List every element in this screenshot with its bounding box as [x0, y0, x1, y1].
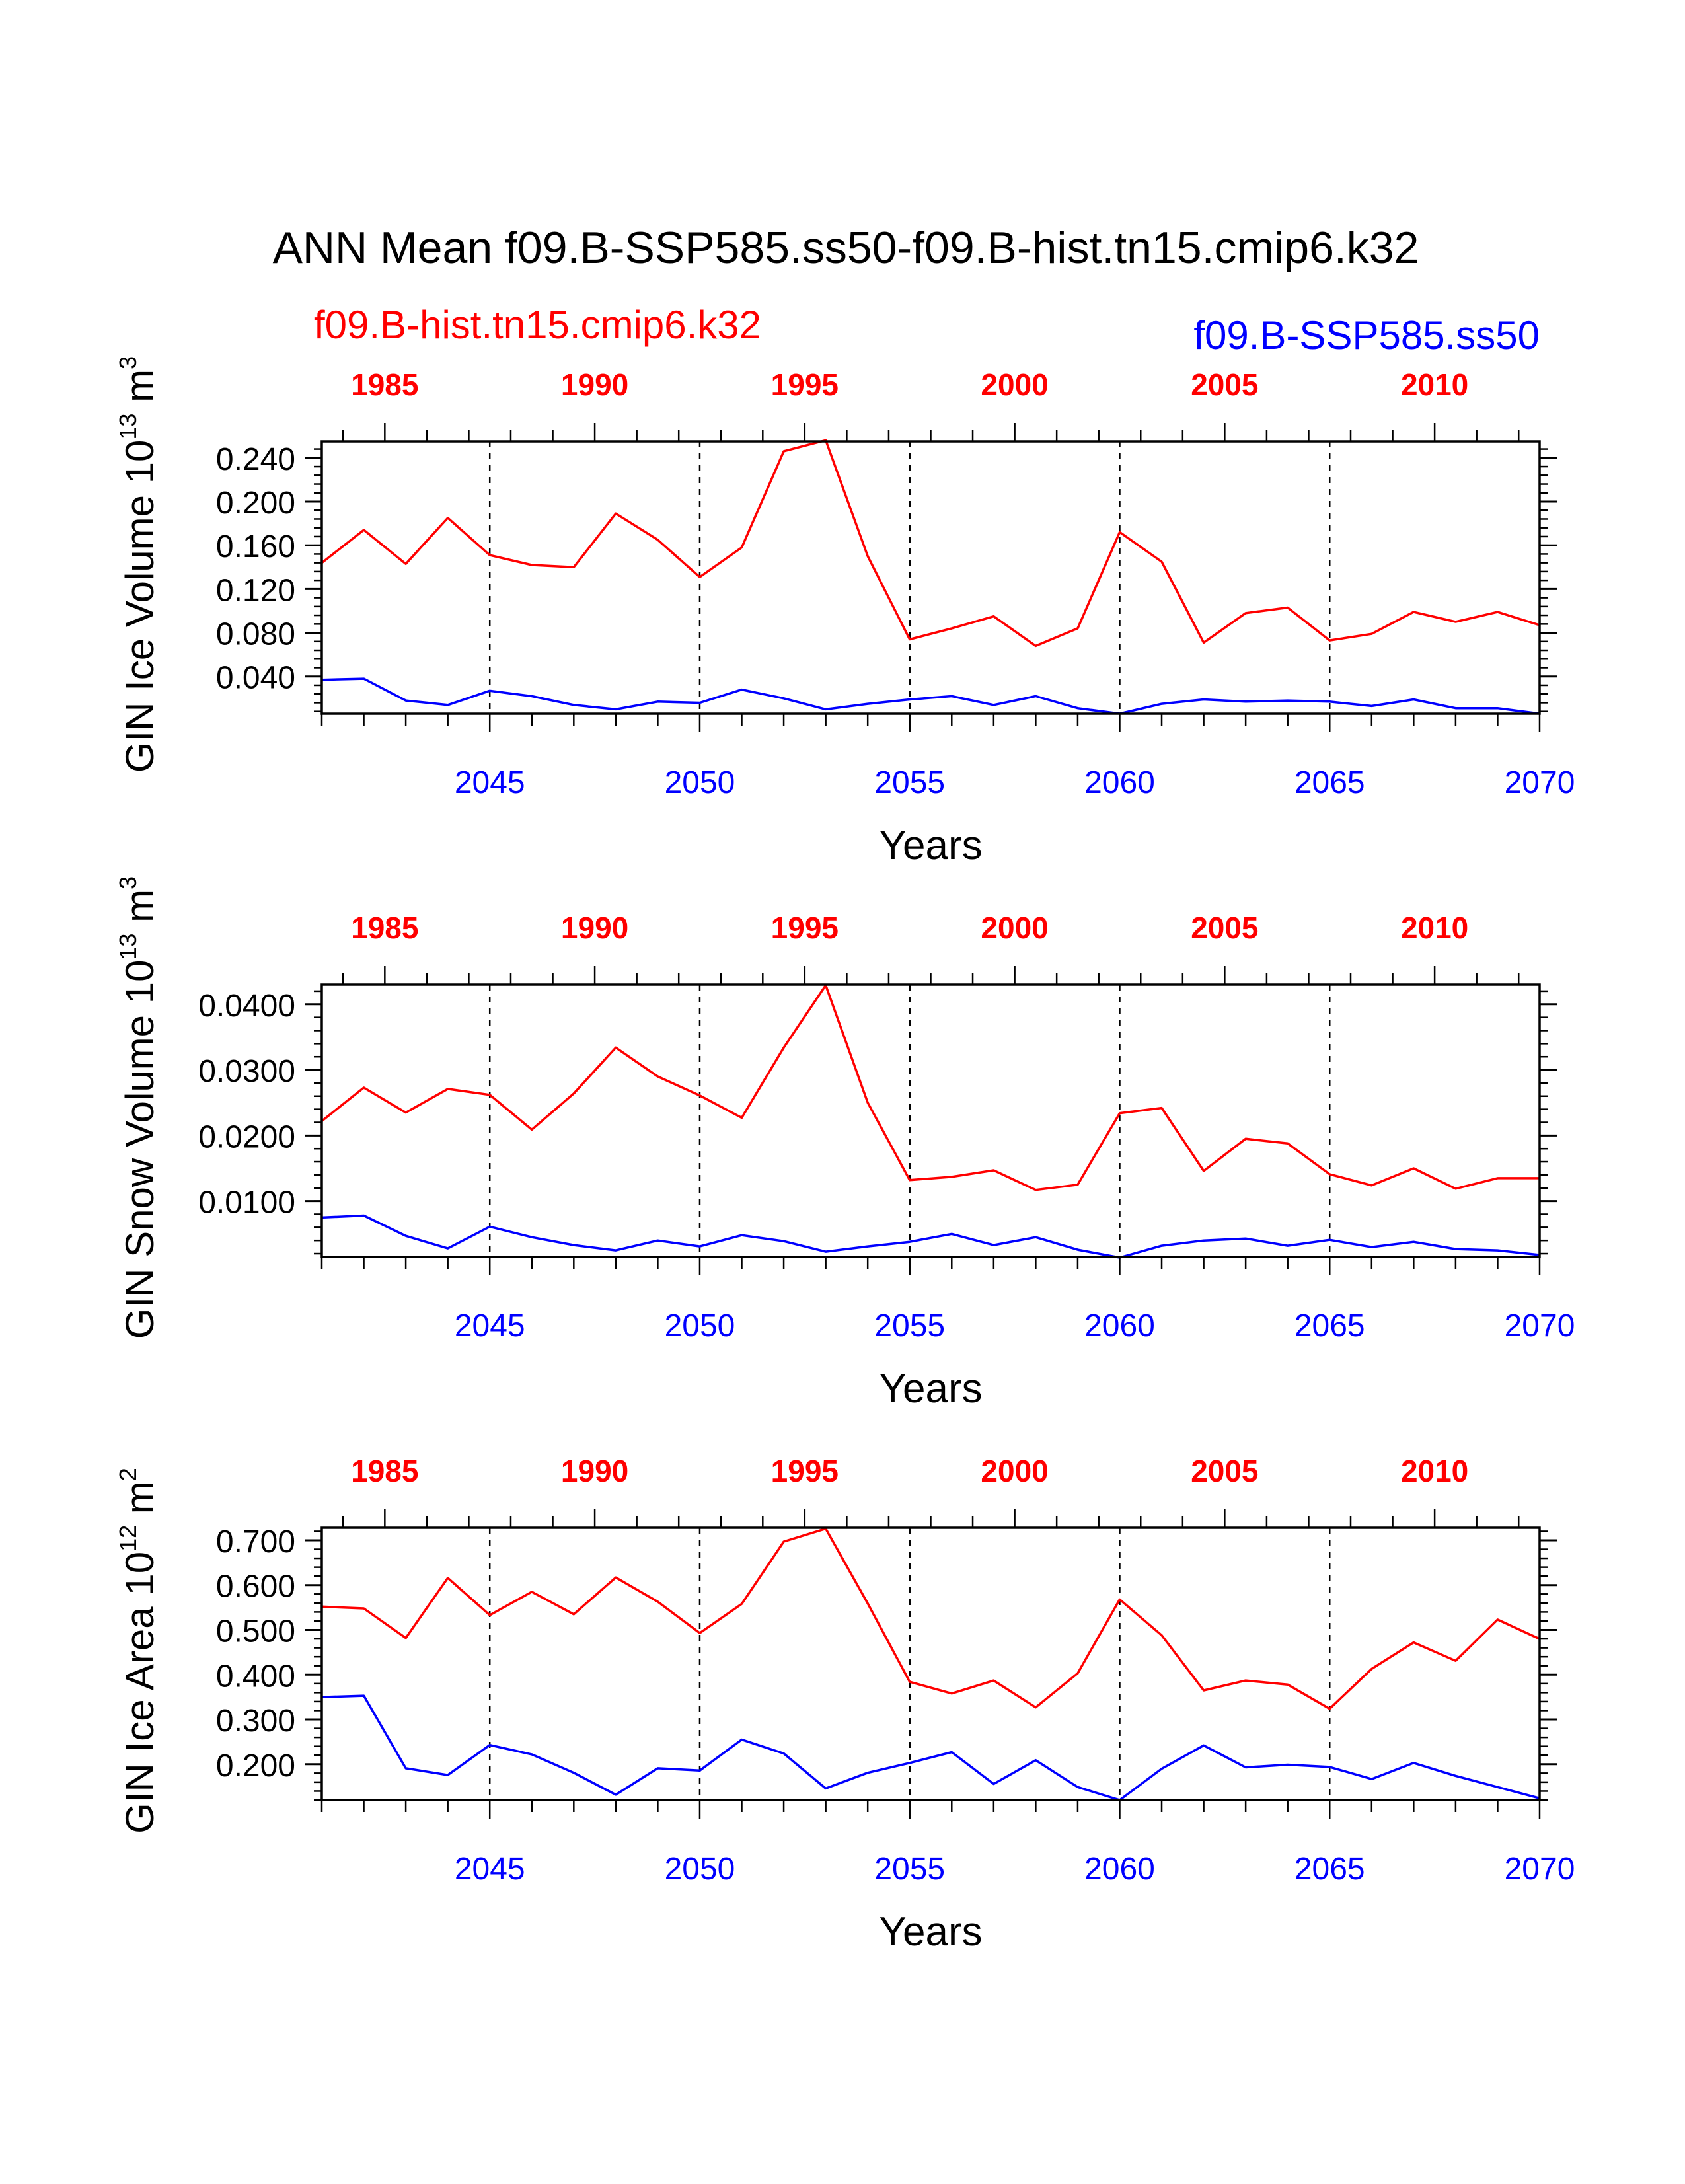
y-axis-label: GIN Ice Volume 1013 m3 — [114, 356, 162, 772]
x-bottom-tick-label: 2065 — [1294, 1308, 1365, 1343]
x-bottom-tick-label: 2055 — [874, 1852, 945, 1887]
x-bottom-tick-label: 2070 — [1505, 765, 1575, 800]
series-line-ssp585 — [322, 1696, 1540, 1800]
x-axis-label: Years — [879, 1366, 982, 1412]
x-bottom-tick-label: 2065 — [1294, 1852, 1365, 1887]
x-top-tick-label: 2000 — [981, 1454, 1048, 1488]
x-bottom-tick-label: 2045 — [455, 1852, 525, 1887]
x-top-tick-label: 1995 — [771, 911, 839, 945]
x-bottom-tick-label: 2060 — [1084, 1852, 1155, 1887]
x-axis-label: Years — [879, 1909, 982, 1955]
x-bottom-tick-label: 2050 — [665, 1308, 735, 1343]
x-axis-label: Years — [879, 823, 982, 868]
y-tick-label: 0.200 — [216, 486, 295, 521]
y-tick-label: 0.120 — [216, 573, 295, 608]
x-bottom-tick-label: 2045 — [455, 765, 525, 800]
y-axis-label: GIN Snow Volume 1013 m3 — [114, 876, 162, 1339]
x-top-tick-label: 2005 — [1191, 1454, 1258, 1488]
x-bottom-tick-label: 2060 — [1084, 1308, 1155, 1343]
series-line-hist — [322, 1528, 1540, 1708]
y-tick-label: 0.200 — [216, 1749, 295, 1784]
x-bottom-tick-label: 2070 — [1505, 1852, 1575, 1887]
x-top-tick-label: 1990 — [561, 1454, 628, 1488]
y-tick-label: 0.240 — [216, 442, 295, 477]
y-tick-label: 0.600 — [216, 1569, 295, 1604]
y-tick-label: 0.040 — [216, 661, 295, 696]
x-top-tick-label: 1990 — [561, 367, 628, 402]
x-top-tick-label: 2005 — [1191, 911, 1258, 945]
x-bottom-tick-label: 2050 — [665, 765, 735, 800]
x-top-tick-label: 1990 — [561, 911, 628, 945]
y-tick-label: 0.0400 — [198, 989, 295, 1024]
legend-left-label: f09.B-hist.tn15.cmip6.k32 — [314, 303, 761, 347]
x-top-tick-label: 1985 — [351, 1454, 418, 1488]
panel-2: 0.0100 0.0200 0.0300 0.0400 2045 2050 2055 2060… — [114, 876, 1575, 1412]
x-top-tick-label: 2010 — [1401, 367, 1468, 402]
x-bottom-tick-label: 2055 — [874, 1308, 945, 1343]
x-bottom-tick-label: 2055 — [874, 765, 945, 800]
x-top-tick-label: 2000 — [981, 367, 1048, 402]
y-tick-label: 0.300 — [216, 1704, 295, 1739]
x-bottom-tick-label: 2050 — [665, 1852, 735, 1887]
y-tick-label: 0.080 — [216, 617, 295, 652]
series-line-hist — [322, 985, 1540, 1190]
x-top-tick-label: 2000 — [981, 911, 1048, 945]
plot-frame — [322, 1528, 1540, 1800]
legend-right-label: f09.B-SSP585.ss50 — [1193, 313, 1540, 358]
y-tick-label: 0.0300 — [198, 1054, 295, 1089]
x-top-tick-label: 1995 — [771, 1454, 839, 1488]
x-bottom-tick-label: 2060 — [1084, 765, 1155, 800]
x-top-tick-label: 2005 — [1191, 367, 1258, 402]
plot-frame — [322, 985, 1540, 1257]
x-top-tick-label: 1985 — [351, 911, 418, 945]
y-tick-label: 0.160 — [216, 529, 295, 564]
x-bottom-tick-label: 2070 — [1505, 1308, 1575, 1343]
y-tick-label: 0.0100 — [198, 1186, 295, 1221]
panel-1: 0.040 0.080 0.120 0.160 0.200 0.240 2045 2050 20… — [114, 356, 1575, 868]
figure-title: ANN Mean f09.B-SSP585.ss50-f09.B-hist.tn… — [273, 223, 1419, 273]
x-top-tick-label: 2010 — [1401, 1454, 1468, 1488]
y-tick-label: 0.400 — [216, 1659, 295, 1694]
y-tick-label: 0.500 — [216, 1614, 295, 1649]
series-line-hist — [322, 440, 1540, 646]
series-line-ssp585 — [322, 1216, 1540, 1258]
y-tick-label: 0.0200 — [198, 1119, 295, 1154]
x-top-tick-label: 1995 — [771, 367, 839, 402]
panel-3: 0.200 0.300 0.400 0.500 0.600 0.700 2045 2050 20… — [114, 1454, 1575, 1955]
plot-frame — [322, 441, 1540, 714]
series-line-ssp585 — [322, 679, 1540, 714]
x-top-tick-label: 2010 — [1401, 911, 1468, 945]
y-tick-label: 0.700 — [216, 1525, 295, 1560]
x-bottom-tick-label: 2065 — [1294, 765, 1365, 800]
x-bottom-tick-label: 2045 — [455, 1308, 525, 1343]
y-axis-label: GIN Ice Area 1012 m2 — [114, 1468, 162, 1834]
x-top-tick-label: 1985 — [351, 367, 418, 402]
panels: 0.040 0.080 0.120 0.160 0.200 0.240 2045 2050 20… — [114, 356, 1575, 1955]
